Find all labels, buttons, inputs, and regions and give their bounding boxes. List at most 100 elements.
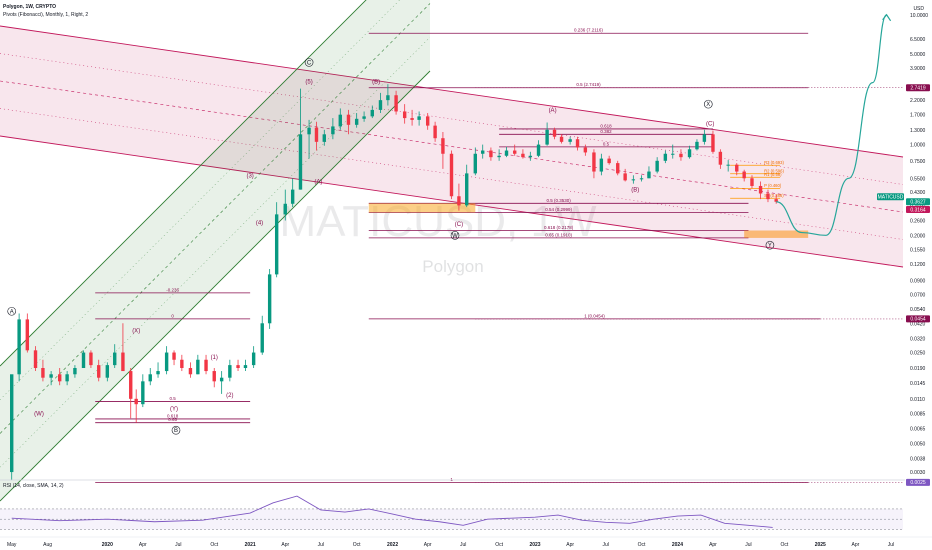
candle-body [583, 147, 588, 153]
wave-label: (C) [706, 122, 714, 128]
wave-label-circle [765, 240, 775, 250]
candle-body [354, 118, 359, 125]
price-tick-label: 0.0085 [910, 411, 926, 417]
time-axis[interactable]: May Aug 2020 Apr Jul Oct 2021 Apr Jul Oct 2022 Apr J… [0, 536, 932, 548]
candle-body [536, 144, 541, 156]
time-tick-label: Jul [602, 542, 608, 548]
candle-body [473, 153, 478, 174]
candle-body [73, 368, 77, 375]
candle-body [121, 352, 125, 372]
candle-body [331, 126, 335, 135]
candle-body [180, 359, 184, 369]
time-tick-label: 2022 [387, 542, 398, 548]
candle-body [481, 150, 485, 154]
price-tick-label: 2.2000 [910, 98, 926, 104]
green-channel-upper [0, 0, 367, 367]
price-badge [906, 315, 930, 323]
fib-level-label: 0.5 [170, 396, 177, 401]
wave-label: (A) [314, 179, 322, 185]
fib-level-label: 0.5 [603, 141, 610, 146]
fib-level-label: 0.54 (0.2999) [545, 207, 572, 212]
candle-body [433, 125, 437, 139]
candle-body [322, 134, 326, 142]
candle-body [129, 371, 133, 399]
candle-body [267, 274, 272, 324]
projection-curve [776, 14, 888, 236]
candle-body [65, 374, 69, 382]
candle-body [196, 359, 200, 375]
candle-body [188, 368, 193, 375]
wave-label: Y [768, 243, 772, 249]
candle-body [449, 153, 454, 197]
candle-body [410, 118, 414, 120]
time-tick-label: Jul [175, 542, 181, 548]
price-axis[interactable]: 10.00006.50005.00003.90002.80002.20001.7… [877, 0, 932, 550]
wave-label: (3) [246, 173, 253, 179]
candle-body [718, 151, 723, 165]
red-channel-quarter [0, 53, 904, 185]
price-tick-label: 0.7500 [910, 159, 926, 165]
price-badge [906, 198, 930, 206]
candle-body [81, 352, 86, 369]
wave-label: (2) [226, 393, 233, 399]
candle-body [465, 173, 469, 206]
price-badge [906, 478, 930, 486]
price-tick-label: 1.7000 [910, 113, 926, 119]
price-badge [906, 84, 930, 92]
wave-label-circle [7, 306, 17, 316]
price-badge-label: 0.0454 [910, 317, 926, 323]
currency-label: USD [913, 6, 924, 12]
candle-body [402, 111, 407, 119]
candle-body [750, 178, 754, 186]
candle-body [274, 214, 279, 275]
time-tick-label: Jul [888, 542, 894, 548]
price-badge-label: 2.7419 [910, 86, 926, 92]
price-tick-label: 0.1550 [910, 248, 926, 254]
time-tick-label: Oct [780, 542, 788, 548]
candle-body [164, 352, 169, 372]
fib-level-label: 0.236 (7.2116) [574, 28, 603, 33]
candle-body [457, 196, 461, 206]
candle-body [10, 374, 14, 473]
price-axis-bg [905, 0, 932, 550]
time-tick-label: 2025 [815, 542, 826, 548]
candle-body [521, 153, 525, 158]
candle-body [559, 136, 564, 142]
candle-body [283, 203, 287, 215]
watermark-name: Polygon [422, 257, 483, 276]
wave-label-circle [703, 99, 713, 109]
candle-body [766, 193, 770, 200]
price-tick-label: 3.9000 [910, 66, 926, 72]
candle-body [97, 365, 101, 378]
candle-body [346, 114, 351, 125]
candle-body [647, 171, 651, 179]
green-channel-lower [0, 70, 431, 502]
projection-arrow-head [882, 13, 892, 22]
candle-body [236, 365, 240, 369]
pivot-label: S1 (0.386) [764, 193, 784, 198]
candle-body [575, 139, 580, 148]
candle-body [338, 114, 342, 127]
price-tick-label: 0.0145 [910, 381, 926, 387]
time-tick-label: Oct [353, 542, 361, 548]
candle-body [251, 352, 256, 366]
price-badge-label: MATICUSD [878, 195, 904, 201]
wave-label: (5) [305, 80, 312, 86]
pivot-label: R3 (0.693) [764, 160, 784, 165]
pivot-label: P (0.460) [764, 183, 782, 188]
candle-body [592, 152, 596, 172]
wave-label: (Y) [170, 406, 178, 412]
time-tick-label: May [7, 542, 17, 548]
candle-body [243, 365, 248, 369]
candle-body [639, 178, 644, 180]
price-badge-label: 0.3627 [910, 200, 926, 206]
price-tick-label: 10.0000 [910, 13, 928, 19]
wave-label: (A) [549, 108, 557, 114]
candle-body [49, 374, 53, 378]
time-tick-label: Apr [709, 542, 717, 548]
candle-body [219, 377, 224, 382]
price-tick-label: 0.0190 [910, 366, 926, 372]
candle-body [441, 138, 445, 154]
